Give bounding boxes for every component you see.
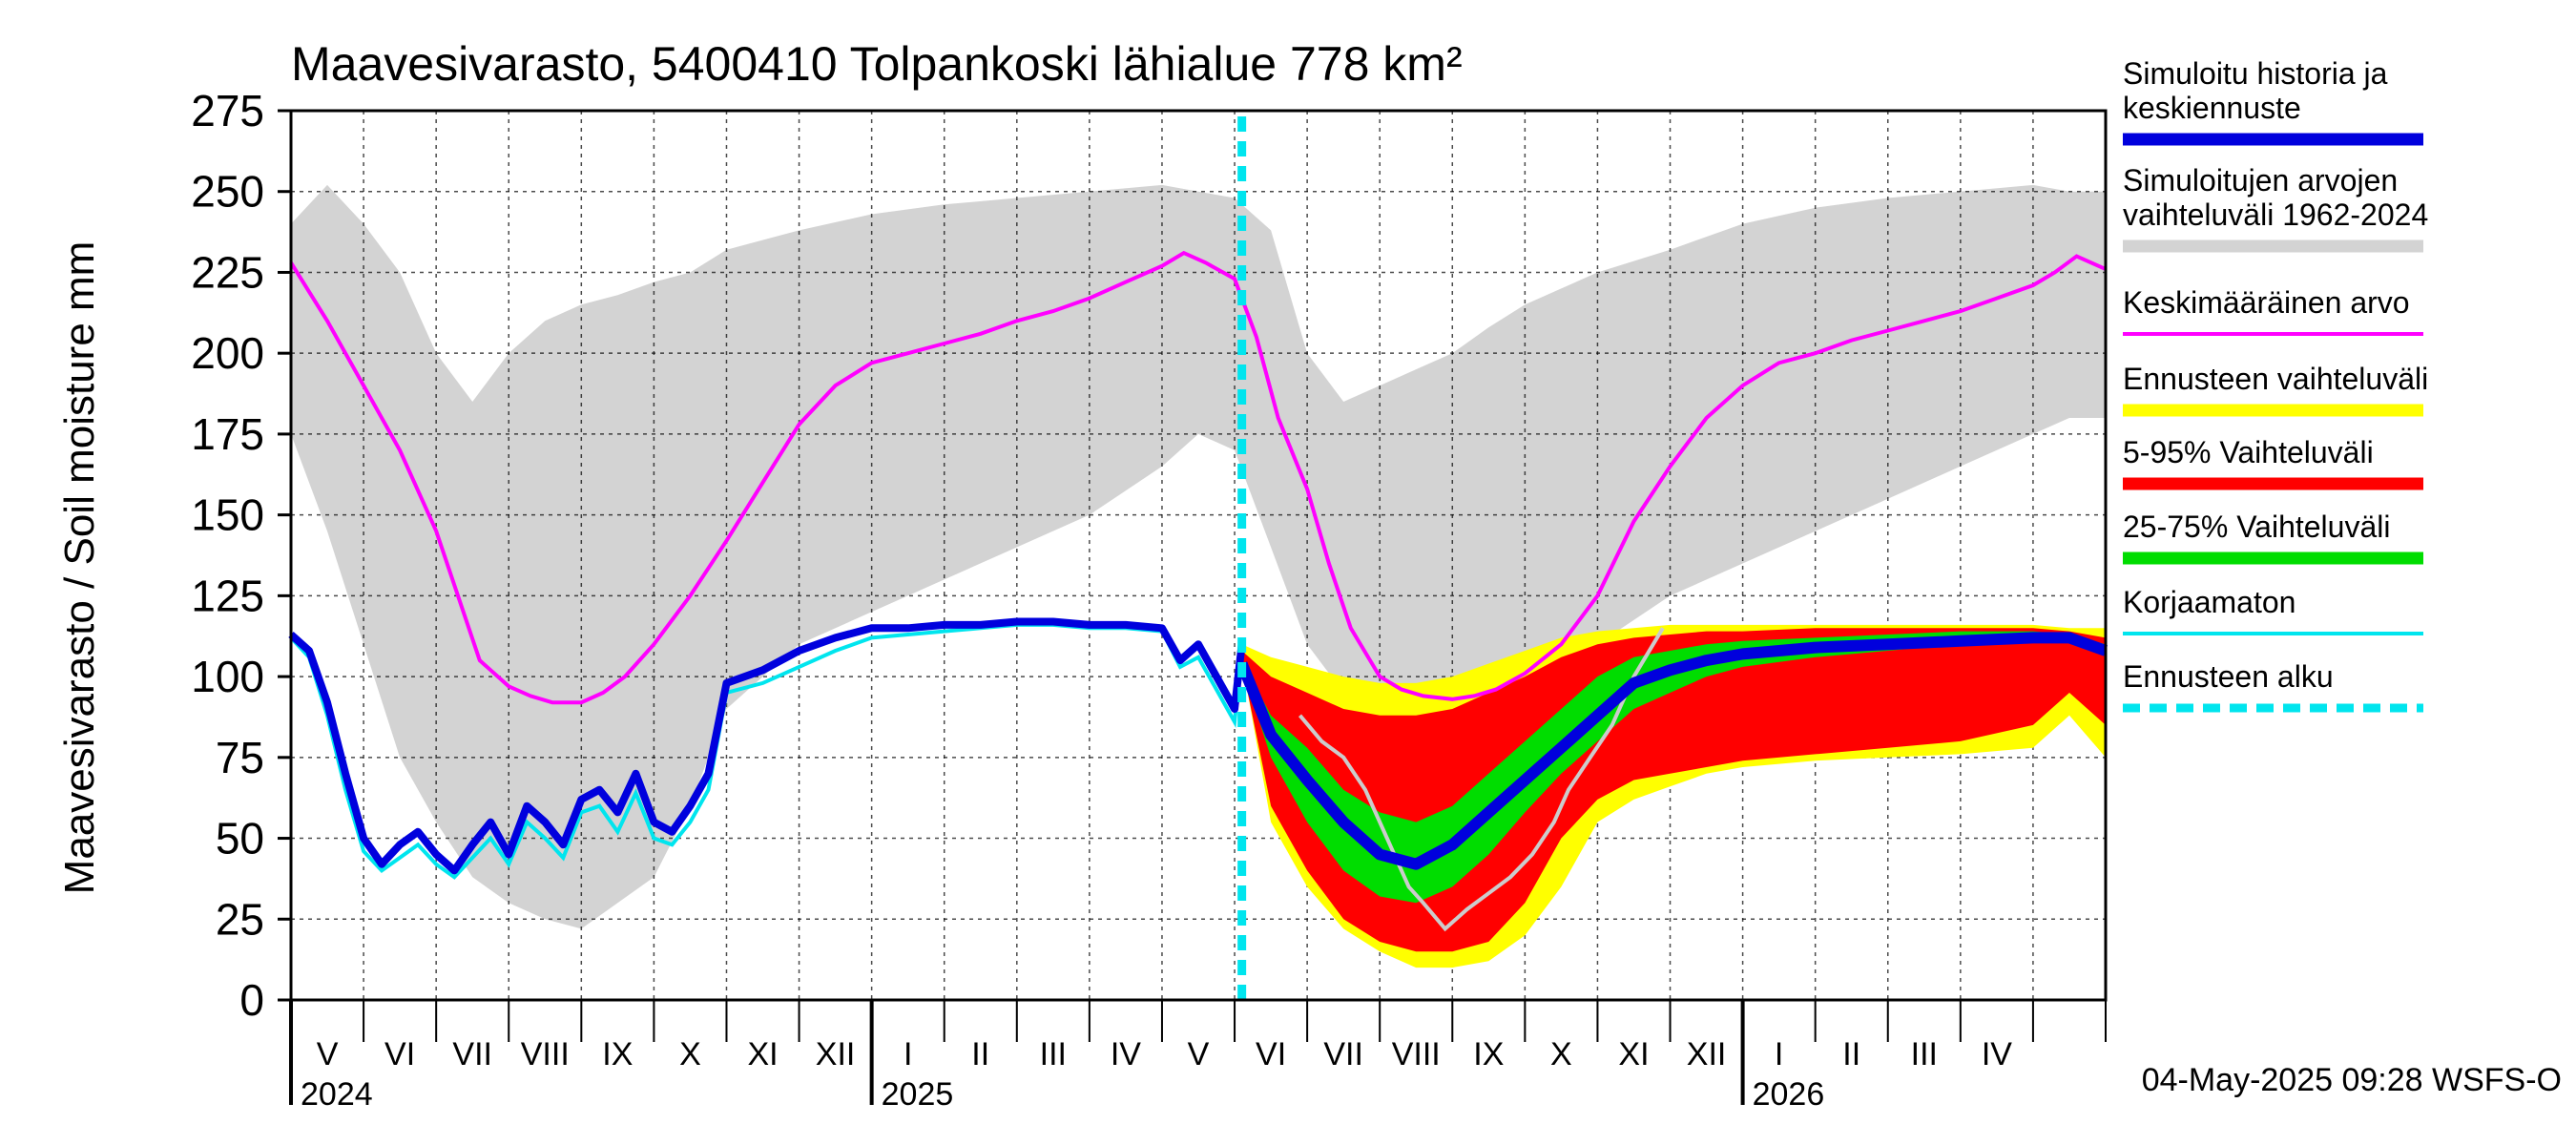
x-month-label: XI	[1618, 1036, 1649, 1072]
x-month-label: II	[971, 1036, 989, 1072]
x-month-label: III	[1040, 1036, 1067, 1072]
x-month-label: II	[1842, 1036, 1860, 1072]
x-month-label: VII	[452, 1036, 492, 1072]
y-tick-label: 225	[191, 247, 264, 297]
y-axis-label: Maavesivarasto / Soil moisture mm	[56, 241, 103, 895]
legend-label: vaihteluväli 1962-2024	[2123, 198, 2428, 232]
mean-line	[289, 250, 2107, 705]
historical-range-band	[291, 184, 2106, 929]
y-tick-label: 125	[191, 571, 264, 620]
x-month-label: VIII	[1392, 1036, 1441, 1072]
x-year-label: 2026	[1753, 1076, 1825, 1113]
legend-label: Korjaamaton	[2123, 585, 2296, 619]
historical-range-layer	[291, 184, 2106, 929]
y-tick-label: 200	[191, 328, 264, 378]
x-month-label: I	[904, 1036, 912, 1072]
y-tick-label: 175	[191, 409, 264, 459]
median-forecast-line	[1236, 632, 2109, 870]
y-tick-label: 275	[191, 86, 264, 135]
y-tick-label: 0	[239, 975, 264, 1025]
x-month-label: VII	[1323, 1036, 1363, 1072]
x-month-label: VI	[384, 1036, 415, 1072]
y-tick-label: 50	[216, 814, 264, 864]
x-month-label: XI	[747, 1036, 778, 1072]
legend-label: 5-95% Vaihteluväli	[2123, 435, 2374, 469]
plot-frame	[289, 109, 2108, 1002]
x-month-label: I	[1775, 1036, 1783, 1072]
x-month-label: IX	[602, 1036, 633, 1072]
x-month-label: V	[1188, 1036, 1210, 1072]
x-year-label: 2024	[301, 1076, 373, 1113]
plot-area	[288, 109, 2109, 1002]
legend-label: Ennusteen alku	[2123, 659, 2334, 694]
x-month-label: X	[679, 1036, 701, 1072]
x-month-label: V	[317, 1036, 339, 1072]
x-month-label: VIII	[521, 1036, 570, 1072]
x-year-label: 2025	[882, 1076, 954, 1113]
y-tick-label: 25	[216, 894, 264, 944]
grey-reference-line	[1298, 627, 1665, 932]
legend-label: Simuloitu historia ja	[2123, 56, 2388, 91]
x-month-label: VI	[1256, 1036, 1286, 1072]
chart-title: Maavesivarasto, 5400410 Tolpankoski lähi…	[291, 37, 1463, 91]
x-month-label: III	[1911, 1036, 1938, 1072]
lines-layer	[288, 116, 2109, 1000]
timestamp-label: 04-May-2025 09:28 WSFS-O	[2142, 1062, 2562, 1098]
y-tick-label: 75	[216, 733, 264, 782]
y-tick-label: 150	[191, 490, 264, 540]
x-month-label: IV	[1982, 1036, 2012, 1072]
y-tick-label: 250	[191, 167, 264, 217]
x-month-label: XII	[816, 1036, 856, 1072]
legend-label: Simuloitujen arvojen	[2123, 163, 2398, 198]
history-line	[288, 617, 1246, 875]
y-tick-label: 100	[191, 652, 264, 701]
x-axis: V VI VII VIII IX X XI XII I II III IV V VI VII VIII IX X X…	[289, 1000, 2107, 1113]
y-axis: 0 25 50 75 100 125 150 175 200 225 250 275	[191, 86, 291, 1025]
legend-label: Keskimääräinen arvo	[2123, 285, 2410, 320]
legend-label: keskiennuste	[2123, 91, 2301, 125]
x-month-label: IV	[1111, 1036, 1141, 1072]
x-month-label: XII	[1687, 1036, 1727, 1072]
x-month-label: IX	[1473, 1036, 1504, 1072]
legend-label: 25-75% Vaihteluväli	[2123, 510, 2390, 544]
legend-label: Ennusteen vaihteluväli	[2123, 362, 2428, 396]
x-month-label: X	[1550, 1036, 1572, 1072]
